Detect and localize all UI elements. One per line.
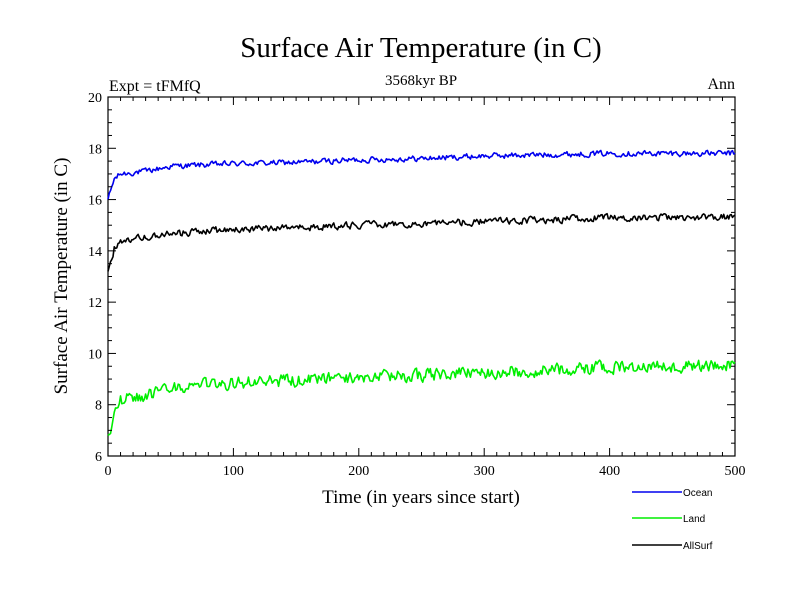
x-tick-label: 100 bbox=[223, 464, 244, 479]
x-tick-label: 300 bbox=[474, 464, 495, 479]
legend-label-allsurf: AllSurf bbox=[683, 541, 713, 552]
legend: Ocean Land AllSurf bbox=[632, 488, 713, 552]
y-tick-label: 14 bbox=[88, 245, 102, 260]
experiment-label: Expt = tFMfQ bbox=[109, 78, 201, 95]
chart-title: Surface Air Temperature (in C) bbox=[240, 32, 601, 64]
y-tick-label: 16 bbox=[88, 194, 102, 209]
y-tick-label: 18 bbox=[88, 142, 102, 157]
series-layer bbox=[107, 149, 736, 437]
chart-subtitle: 3568kyr BP bbox=[385, 73, 457, 89]
y-tick-label: 8 bbox=[95, 399, 102, 414]
x-axis-label: Time (in years since start) bbox=[322, 487, 520, 508]
season-label: Ann bbox=[707, 76, 735, 93]
x-tick-label: 400 bbox=[599, 464, 620, 479]
y-tick-label: 20 bbox=[88, 91, 102, 106]
legend-label-ocean: Ocean bbox=[683, 488, 712, 499]
y-tick-label: 6 bbox=[95, 450, 102, 465]
x-tick-label: 500 bbox=[725, 464, 746, 479]
x-tick-label: 200 bbox=[348, 464, 369, 479]
y-tick-label: 12 bbox=[88, 296, 102, 311]
legend-label-land: Land bbox=[683, 514, 705, 525]
series-line-land bbox=[107, 359, 736, 437]
series-line-allsurf bbox=[107, 212, 736, 272]
plot-frame bbox=[107, 96, 736, 457]
y-axis-label: Surface Air Temperature (in C) bbox=[51, 158, 72, 395]
x-tick-label: 0 bbox=[105, 464, 112, 479]
series-line-ocean bbox=[107, 149, 736, 200]
y-tick-label: 10 bbox=[88, 347, 102, 362]
